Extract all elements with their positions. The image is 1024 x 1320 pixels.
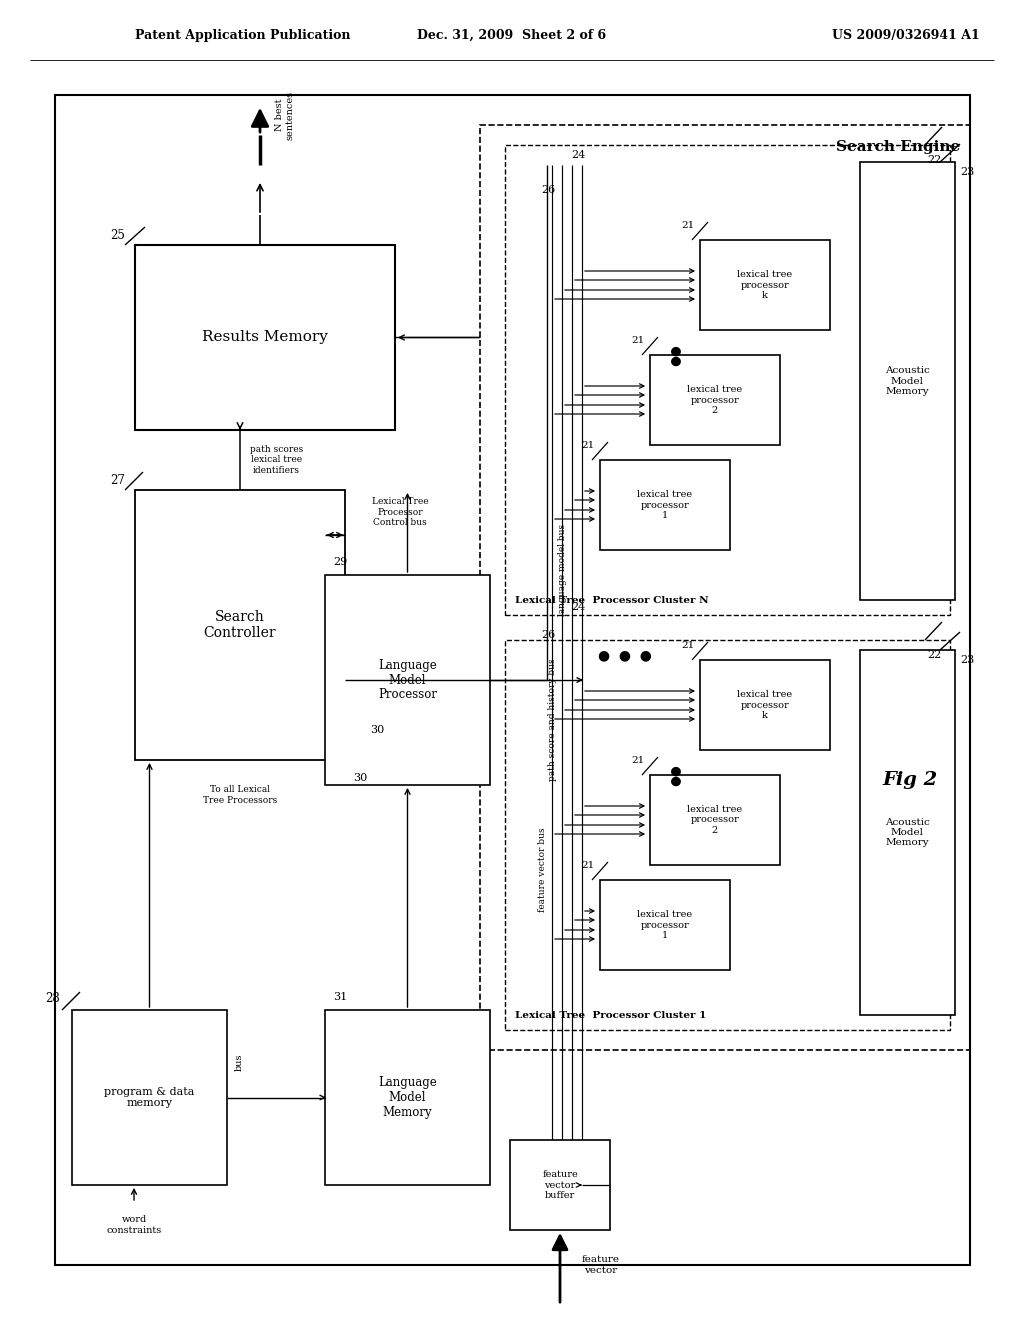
Text: Results Memory: Results Memory xyxy=(202,330,328,345)
Text: 27: 27 xyxy=(111,474,125,487)
Text: To all Lexical
Tree Processors: To all Lexical Tree Processors xyxy=(203,785,278,805)
Bar xyxy=(600,880,730,970)
Text: 28: 28 xyxy=(45,993,60,1005)
Text: lexical tree
processor
k: lexical tree processor k xyxy=(737,690,793,719)
Text: path scores
lexical tree
identifiers: path scores lexical tree identifiers xyxy=(250,445,303,475)
Bar xyxy=(72,1010,227,1185)
Text: feature vector bus: feature vector bus xyxy=(538,828,547,912)
Text: program & data
memory: program & data memory xyxy=(104,1086,195,1109)
Text: 21: 21 xyxy=(632,756,645,766)
Text: lexical tree
processor
k: lexical tree processor k xyxy=(737,271,793,300)
Text: 22: 22 xyxy=(928,154,942,165)
Text: Language
Model
Memory: Language Model Memory xyxy=(378,1076,437,1119)
Text: 21: 21 xyxy=(582,441,595,450)
Text: 30: 30 xyxy=(353,774,368,783)
Text: 30: 30 xyxy=(370,725,384,735)
Text: Acoustic
Model
Memory: Acoustic Model Memory xyxy=(885,366,930,396)
Text: language model bus: language model bus xyxy=(558,524,567,616)
Text: Lexical Tree  Processor Cluster 1: Lexical Tree Processor Cluster 1 xyxy=(515,1011,707,1020)
Bar xyxy=(505,640,950,1030)
Text: 21: 21 xyxy=(682,642,695,649)
Text: 23: 23 xyxy=(961,655,974,665)
Text: 21: 21 xyxy=(582,861,595,870)
Bar xyxy=(650,775,780,865)
Text: Search
Controller: Search Controller xyxy=(204,610,276,640)
Text: N best
sentences: N best sentences xyxy=(275,91,295,140)
Text: 31: 31 xyxy=(333,993,347,1002)
Text: 29: 29 xyxy=(333,557,347,568)
Text: 26: 26 xyxy=(541,185,555,195)
Text: Language
Model
Processor: Language Model Processor xyxy=(378,659,437,701)
Bar xyxy=(480,125,970,1049)
Bar xyxy=(600,459,730,550)
Bar xyxy=(700,240,830,330)
Bar xyxy=(135,490,345,760)
Bar xyxy=(860,649,955,1015)
Text: path score and history bus: path score and history bus xyxy=(548,659,557,781)
Text: lexical tree
processor
1: lexical tree processor 1 xyxy=(637,909,692,940)
Text: ●●: ●● xyxy=(669,345,682,366)
Text: 24: 24 xyxy=(570,602,585,612)
Text: Search Engine: Search Engine xyxy=(836,140,961,154)
Text: lexical tree
processor
2: lexical tree processor 2 xyxy=(687,385,742,414)
Text: Patent Application Publication: Patent Application Publication xyxy=(135,29,350,41)
Bar xyxy=(650,355,780,445)
Text: 23: 23 xyxy=(961,168,974,177)
Text: Lexical Tree
Processor
Control bus: Lexical Tree Processor Control bus xyxy=(372,498,428,527)
Text: feature
vector
buffer: feature vector buffer xyxy=(542,1170,578,1200)
Text: 25: 25 xyxy=(111,228,125,242)
Bar xyxy=(505,145,950,615)
Bar xyxy=(510,1140,610,1230)
Bar xyxy=(55,95,970,1265)
Text: lexical tree
processor
2: lexical tree processor 2 xyxy=(687,805,742,836)
Bar xyxy=(325,576,490,785)
Text: 24: 24 xyxy=(570,150,585,160)
Bar xyxy=(700,660,830,750)
Text: 21: 21 xyxy=(682,220,695,230)
Text: 22: 22 xyxy=(928,649,942,660)
Text: lexical tree
processor
1: lexical tree processor 1 xyxy=(637,490,692,520)
Text: ●  ●  ●: ● ● ● xyxy=(598,648,652,663)
Text: Fig 2: Fig 2 xyxy=(883,771,938,789)
Text: word
constraints: word constraints xyxy=(106,1216,162,1234)
Bar xyxy=(135,246,395,430)
Bar xyxy=(325,1010,490,1185)
Text: Acoustic
Model
Memory: Acoustic Model Memory xyxy=(885,817,930,847)
Text: Dec. 31, 2009  Sheet 2 of 6: Dec. 31, 2009 Sheet 2 of 6 xyxy=(418,29,606,41)
Text: feature
vector: feature vector xyxy=(582,1255,620,1275)
Text: Lexical Tree  Processor Cluster N: Lexical Tree Processor Cluster N xyxy=(515,597,709,605)
Text: ●●: ●● xyxy=(669,764,682,785)
Text: 21: 21 xyxy=(632,337,645,345)
Text: bus: bus xyxy=(234,1053,244,1072)
Bar xyxy=(860,162,955,601)
Text: US 2009/0326941 A1: US 2009/0326941 A1 xyxy=(833,29,980,41)
Text: 26: 26 xyxy=(541,630,555,640)
